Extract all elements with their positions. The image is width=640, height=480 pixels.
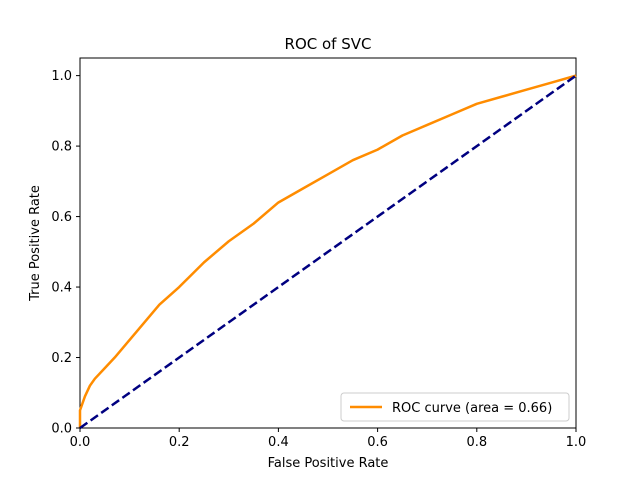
- y-tick-label: 0.0: [51, 422, 72, 437]
- legend-box: [340, 392, 570, 422]
- diagonal-reference-line: [79, 74, 577, 430]
- axes-frame: [79, 57, 577, 429]
- y-tick-label: 0.4: [51, 281, 72, 296]
- roc-curve-line: [78, 74, 577, 428]
- chart-title: ROC of SVC: [285, 35, 372, 53]
- x-axis-label: False Positive Rate: [268, 456, 389, 471]
- x-tick-label: 0.6: [367, 435, 388, 450]
- y-tick-label: 1.0: [51, 69, 72, 84]
- x-tick-label: 0.8: [466, 435, 487, 450]
- y-tick-label: 0.8: [51, 140, 72, 155]
- x-tick-label: 0.2: [169, 435, 190, 450]
- legend: ROC curve (area = 0.66): [340, 392, 570, 422]
- y-tick-label: 0.2: [51, 351, 72, 366]
- x-tick-label: 0.4: [268, 435, 289, 450]
- x-tick-label: 0.0: [70, 435, 91, 450]
- legend-label: ROC curve (area = 0.66): [392, 401, 552, 416]
- series-layer: [78, 74, 577, 430]
- y-tick-label: 0.6: [51, 210, 72, 225]
- plot-area: 0.0 0.2 0.4 0.6 0.8 1.0 0.0 0.2 0.4 0.6 0.8 1.0: [51, 57, 586, 450]
- x-tick-label: 1.0: [566, 435, 587, 450]
- y-axis-label: True Positive Rate: [28, 185, 43, 302]
- ticks-layer: 0.0 0.2 0.4 0.6 0.8 1.0 0.0 0.2 0.4 0.6 0.8 1.0: [51, 69, 586, 450]
